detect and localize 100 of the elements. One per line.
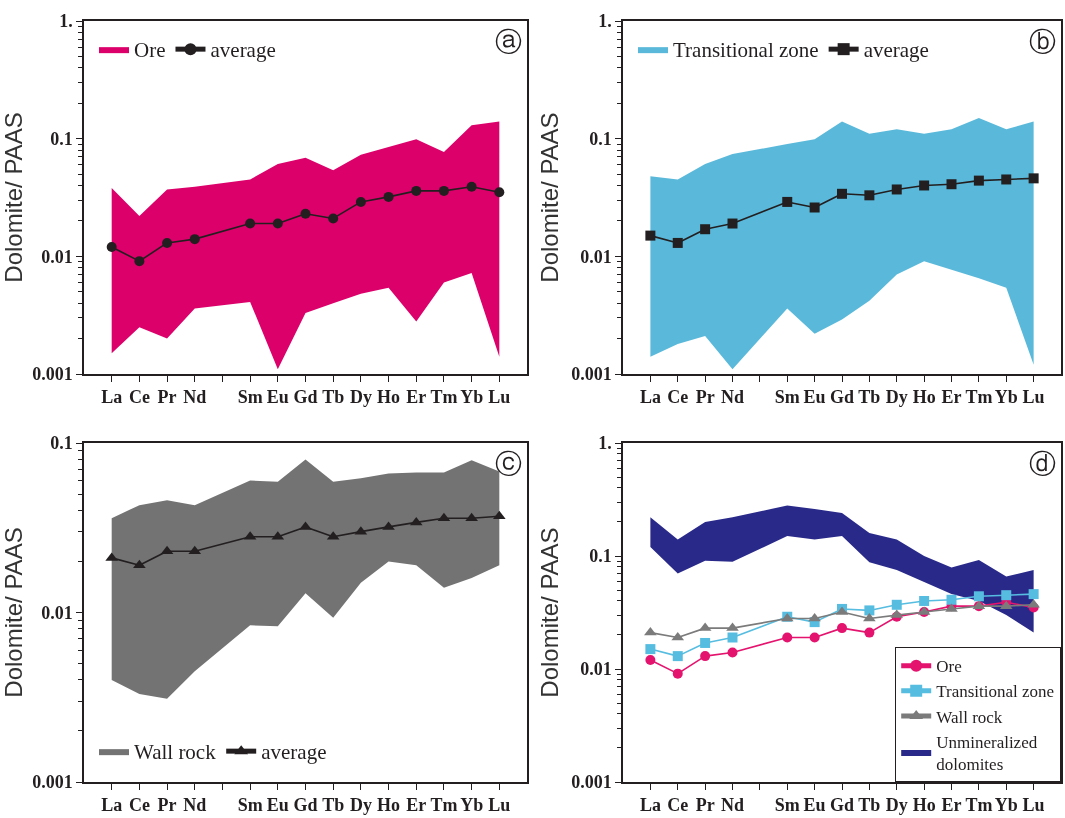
x-tick-label: Er	[406, 795, 427, 816]
x-tick-label: Pr	[157, 387, 177, 408]
point	[106, 242, 117, 253]
y-tick-label: 1.	[59, 11, 73, 32]
point	[672, 651, 683, 662]
legend-label: Transitional zone	[936, 682, 1055, 702]
point	[300, 208, 311, 219]
legend-label: Ore	[936, 657, 962, 677]
y-tick-label: 0.01	[580, 246, 612, 267]
point	[672, 668, 683, 679]
y-axis-title: Dolomite/ PAAS	[0, 112, 27, 283]
point	[727, 632, 738, 643]
point	[863, 612, 876, 622]
x-tick-label: Dy	[885, 387, 908, 408]
x-tick-label: Eu	[803, 795, 826, 816]
y-tick-label: 0.001	[571, 364, 612, 385]
x-tick-label: Tm	[965, 795, 993, 816]
point	[891, 184, 902, 195]
point	[700, 224, 711, 235]
x-tick-label: Er	[941, 795, 962, 816]
point	[466, 181, 477, 192]
x-tick-label: Pr	[695, 795, 715, 816]
point	[973, 591, 984, 602]
legend-label: average	[210, 38, 276, 63]
y-tick-label: 0.1	[589, 546, 612, 567]
point	[245, 218, 256, 229]
x-tick-label: Eu	[266, 795, 289, 816]
x-tick-label: Ce	[128, 795, 150, 816]
x-tick-label: Eu	[803, 387, 826, 408]
y-tick-label: 0.1	[50, 128, 73, 149]
x-tick-label: Yb	[460, 387, 484, 408]
point	[946, 594, 957, 605]
point	[438, 185, 449, 196]
y-tick-label: 1.	[598, 11, 612, 32]
point	[919, 180, 930, 191]
point	[946, 179, 957, 190]
x-tick-label: Lu	[488, 795, 511, 816]
x-tick-label: Tb	[322, 795, 345, 816]
y-tick-label: 0.001	[32, 364, 73, 385]
x-tick-label: Ce	[667, 795, 689, 816]
y-tick-label: 1.	[598, 433, 612, 454]
annotation: ⓒ	[495, 448, 522, 479]
point	[645, 655, 656, 666]
point	[837, 623, 847, 634]
point	[645, 644, 656, 655]
point	[919, 595, 930, 606]
y-tick-label: 0.01	[580, 659, 612, 680]
y-axis-title: Dolomite/ PAAS	[535, 527, 563, 698]
point	[808, 612, 821, 622]
x-tick-label: Lu	[488, 387, 511, 408]
x-tick-label: La	[101, 795, 123, 816]
point	[782, 632, 793, 643]
point	[1001, 590, 1012, 601]
x-tick-label: Ce	[667, 387, 689, 408]
x-tick-label: Ho	[377, 387, 401, 408]
x-tick-label: Gd	[829, 387, 855, 408]
point	[355, 196, 366, 207]
y-tick-label: 0.01	[41, 246, 73, 267]
point	[864, 627, 875, 638]
x-tick-label: Gd	[829, 795, 855, 816]
x-tick-label: Lu	[1022, 795, 1045, 816]
point	[189, 234, 200, 245]
point	[727, 647, 738, 658]
legend-label: Wall rock	[134, 740, 217, 765]
point	[864, 605, 875, 616]
x-tick-label: Tb	[858, 795, 881, 816]
point	[134, 256, 145, 267]
point	[809, 202, 820, 213]
x-tick-label: Sm	[774, 795, 800, 816]
point	[837, 188, 847, 199]
y-tick-label: 0.1	[50, 433, 73, 454]
x-tick-label: Nd	[720, 795, 745, 816]
x-tick-label: Dy	[885, 795, 908, 816]
point	[645, 230, 656, 241]
x-tick-label: Yb	[994, 387, 1018, 408]
annotation: ⓐ	[495, 26, 522, 57]
x-tick-label: La	[101, 387, 123, 408]
y-axis-title: Dolomite/ PAAS	[0, 527, 27, 698]
x-tick-label: Er	[406, 387, 427, 408]
legend-label: Wall rock	[936, 707, 1003, 727]
point	[1028, 173, 1039, 184]
x-tick-label: Tm	[965, 387, 993, 408]
point	[494, 187, 505, 198]
x-tick-label: Eu	[266, 387, 289, 408]
y-tick-label: 0.001	[32, 772, 73, 793]
x-tick-label: Sm	[774, 387, 800, 408]
y-tick-label: 0.1	[589, 128, 612, 149]
x-tick-label: Tb	[858, 387, 881, 408]
annotation: ⓑ	[1029, 26, 1056, 57]
x-tick-label: Yb	[460, 795, 484, 816]
point	[973, 175, 984, 186]
legend-label: average	[261, 740, 327, 765]
x-tick-label: Ho	[912, 387, 936, 408]
x-tick-label: Nd	[183, 795, 207, 816]
x-tick-label: Nd	[720, 387, 745, 408]
x-tick-label: Sm	[237, 795, 263, 816]
point	[162, 237, 173, 248]
x-tick-label: Gd	[293, 795, 318, 816]
point	[727, 218, 738, 229]
x-tick-label: Ho	[912, 795, 936, 816]
